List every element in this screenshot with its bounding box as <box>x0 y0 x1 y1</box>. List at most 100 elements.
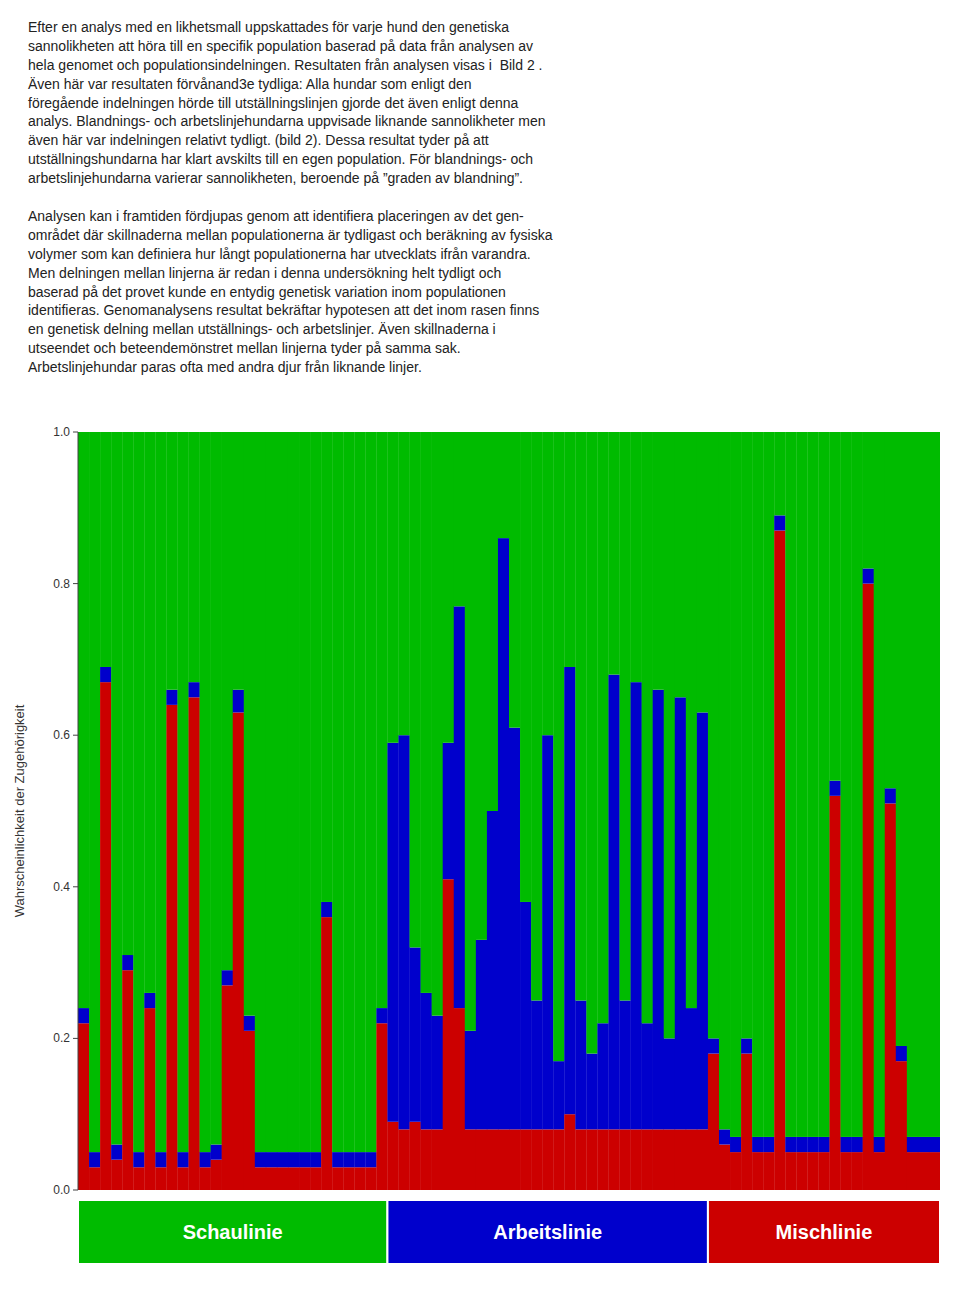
bar-segment <box>719 1129 730 1144</box>
tick-mark <box>73 432 78 433</box>
bar-segment <box>752 1152 763 1190</box>
tick-label: 0.8 <box>53 577 70 591</box>
bar-segment <box>410 1122 421 1190</box>
bar-segment <box>144 432 155 993</box>
bar-segment <box>697 1129 708 1190</box>
bar-segment <box>443 743 454 879</box>
bar-segment <box>222 970 233 985</box>
bar-segment <box>686 1008 697 1129</box>
y-axis: 0.00.20.40.60.81.0 <box>53 425 78 1197</box>
group-label: Arbeitslinie <box>493 1221 602 1243</box>
bar-segment <box>244 1031 255 1190</box>
bar-segment <box>255 1167 266 1190</box>
tick-label: 0.0 <box>53 1183 70 1197</box>
bar-segment <box>189 697 200 1190</box>
bar-segment <box>553 1129 564 1190</box>
bar-segment <box>885 432 896 788</box>
bar-segment <box>885 788 896 803</box>
bar-segment <box>708 432 719 1038</box>
group-band-rect <box>78 1200 387 1264</box>
bar-segment <box>332 1152 343 1167</box>
paragraph: Analysen kan i framtiden fördjupas genom… <box>28 207 932 377</box>
bar-segment <box>642 432 653 1023</box>
bar-segment <box>752 1137 763 1152</box>
bar-segment <box>575 432 586 1001</box>
bar-segment <box>111 1160 122 1190</box>
bar-segment <box>244 1016 255 1031</box>
bar-segment <box>222 985 233 1190</box>
bar-segment <box>918 1152 929 1190</box>
bar-segment <box>520 1129 531 1190</box>
bar-segment <box>807 1137 818 1152</box>
bar-segment <box>277 432 288 1152</box>
bar-segment <box>620 432 631 1001</box>
bar-segment <box>255 432 266 1152</box>
bar-segment <box>288 432 299 1152</box>
bar-segment <box>398 735 409 1129</box>
bar-segment <box>111 1145 122 1160</box>
bar-segment <box>155 1152 166 1167</box>
bar-segment <box>608 675 619 1130</box>
bar-segment <box>310 1152 321 1167</box>
bar-segment <box>200 432 211 1152</box>
bar-segment <box>841 1137 852 1152</box>
bar-segment <box>410 432 421 947</box>
bar-segment <box>277 1167 288 1190</box>
group-band-rect <box>708 1200 940 1264</box>
bar-segment <box>642 1129 653 1190</box>
bar-segment <box>476 940 487 1130</box>
bar-segment <box>542 432 553 735</box>
bar-segment <box>321 917 332 1190</box>
bar-segment <box>233 690 244 713</box>
bar-segment <box>608 432 619 675</box>
bar-segment <box>454 432 465 606</box>
bar-segment <box>520 432 531 902</box>
bar-segment <box>299 1152 310 1167</box>
bar-segment <box>122 970 133 1190</box>
bar-segment <box>531 1001 542 1130</box>
bar-segment <box>708 1054 719 1190</box>
bar-segment <box>266 1167 277 1190</box>
bar-segment <box>841 432 852 1137</box>
bar-segment <box>653 432 664 690</box>
bar-segment <box>918 432 929 1137</box>
bar-segment <box>520 902 531 1129</box>
bar-segment <box>818 1137 829 1152</box>
bar-segment <box>918 1137 929 1152</box>
tick-label: 0.6 <box>53 728 70 742</box>
bar-segment <box>620 1001 631 1130</box>
bar-segment <box>874 1152 885 1190</box>
bar-segment <box>89 432 100 1152</box>
text-area: Efter en analys med en likhetsmall uppsk… <box>0 0 960 420</box>
bar-segment <box>564 432 575 667</box>
bar-segment <box>410 947 421 1121</box>
bar-segment <box>907 1152 918 1190</box>
bar-segment <box>233 712 244 1190</box>
bar-segment <box>454 606 465 1008</box>
bar-segment <box>133 1167 144 1190</box>
bar-segment <box>796 1137 807 1152</box>
bar-segment <box>531 432 542 1001</box>
bar-segment <box>365 1167 376 1190</box>
bar-segment <box>100 432 111 667</box>
bar-segment <box>664 1038 675 1129</box>
tick-mark <box>73 886 78 887</box>
tick-label: 0.2 <box>53 1031 70 1045</box>
bar-segment <box>166 705 177 1190</box>
bar-segment <box>211 432 222 1145</box>
bar-segment <box>586 1054 597 1130</box>
bar-segment <box>586 1129 597 1190</box>
bar-segment <box>299 432 310 1152</box>
bar-segment <box>763 432 774 1137</box>
bar-segment <box>432 1129 443 1190</box>
bar-segment <box>255 1152 266 1167</box>
group-band: SchaulinieArbeitslinieMischlinie <box>78 1200 940 1264</box>
chart: 0.00.20.40.60.81.0Wahrscheinlichkeit der… <box>0 420 960 1300</box>
bar-segment <box>675 432 686 697</box>
bar-segment <box>664 1129 675 1190</box>
bar-segment <box>896 1061 907 1190</box>
bar-segment <box>896 432 907 1046</box>
bar-segment <box>332 432 343 1152</box>
bar-segment <box>122 432 133 955</box>
bar-segment <box>288 1152 299 1167</box>
